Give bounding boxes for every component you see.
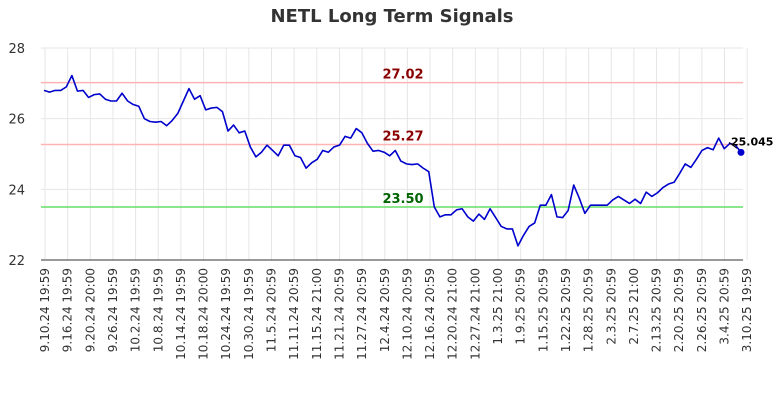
y-tick-label: 28 bbox=[8, 42, 25, 57]
x-tick-label: 9.20.24 20:00 bbox=[83, 268, 97, 352]
x-tick-label: 11.11.24 20:59 bbox=[287, 268, 301, 360]
signal-lines-layer bbox=[41, 81, 743, 208]
signal-line-label: 27.02 bbox=[382, 68, 423, 83]
x-tick-label: 1.15.25 20:59 bbox=[536, 268, 550, 352]
last-price-label: 25.045 bbox=[731, 135, 773, 148]
x-tick-label: 11.5.24 20:59 bbox=[265, 268, 279, 352]
x-tick-label: 12.4.24 20:59 bbox=[378, 268, 392, 352]
x-tick-label: 12.10.24 20:59 bbox=[400, 268, 414, 360]
chart-title: NETL Long Term Signals bbox=[270, 6, 514, 27]
labels-layer: 27.02 25.27 23.50 25.045 bbox=[382, 68, 773, 207]
x-tick-label: 10.30.24 19:59 bbox=[242, 268, 256, 360]
x-tick-label: 12.16.24 20:59 bbox=[423, 268, 437, 360]
x-tick-label: 10.24.24 19:59 bbox=[219, 268, 233, 360]
signal-line-label: 23.50 bbox=[382, 192, 423, 207]
x-tick-label: 12.27.24 21:00 bbox=[468, 268, 482, 360]
x-tick-label: 2.26.25 20:59 bbox=[695, 268, 709, 352]
x-tick-label: 1.3.25 21:00 bbox=[491, 268, 505, 345]
y-tick-label: 26 bbox=[8, 113, 25, 128]
x-tick-label: 3.4.25 20:59 bbox=[718, 268, 732, 345]
x-tick-label: 11.27.24 20:59 bbox=[355, 268, 369, 360]
x-tick-label: 12.20.24 21:00 bbox=[446, 268, 460, 360]
y-tick-label: 22 bbox=[8, 254, 25, 269]
x-tick-label: 1.28.25 20:59 bbox=[582, 268, 596, 352]
x-tick-label: 9.16.24 19:59 bbox=[61, 268, 75, 352]
x-tick-label: 1.22.25 20:59 bbox=[559, 268, 573, 352]
last-price-point bbox=[737, 148, 745, 156]
x-tick-label: 2.20.25 20:59 bbox=[672, 268, 686, 352]
x-tick-label: 10.2.24 19:59 bbox=[129, 268, 143, 352]
last-price-pointer bbox=[728, 142, 738, 149]
x-tick-label: 2.3.25 20:59 bbox=[604, 268, 618, 345]
x-tick-label: 10.14.24 19:59 bbox=[174, 268, 188, 360]
x-tick-label: 9.10.24 19:59 bbox=[38, 268, 52, 352]
x-tick-label: 10.18.24 20:00 bbox=[197, 268, 211, 360]
price-series-line bbox=[43, 74, 742, 247]
x-tick-label: 2.7.25 21:00 bbox=[627, 268, 641, 345]
x-tick-label: 2.13.25 20:59 bbox=[650, 268, 664, 352]
x-tick-label: 3.10.25 19:59 bbox=[740, 268, 754, 352]
x-tick-label: 11.15.24 21:00 bbox=[310, 268, 324, 360]
x-tick-label: 9.26.24 19:59 bbox=[106, 268, 120, 352]
signal-line-label: 25.27 bbox=[382, 129, 423, 144]
axis-layer: 22 24 26 28 9.10.24 19:59 9.16.24 19:59 9.20.2… bbox=[8, 42, 754, 360]
x-tick-label: 1.9.25 20:59 bbox=[514, 268, 528, 345]
y-tick-label: 24 bbox=[8, 183, 25, 198]
x-tick-label: 11.21.24 20:59 bbox=[332, 268, 346, 360]
series-layer bbox=[43, 74, 745, 247]
x-tick-label: 10.8.24 19:59 bbox=[151, 268, 165, 352]
